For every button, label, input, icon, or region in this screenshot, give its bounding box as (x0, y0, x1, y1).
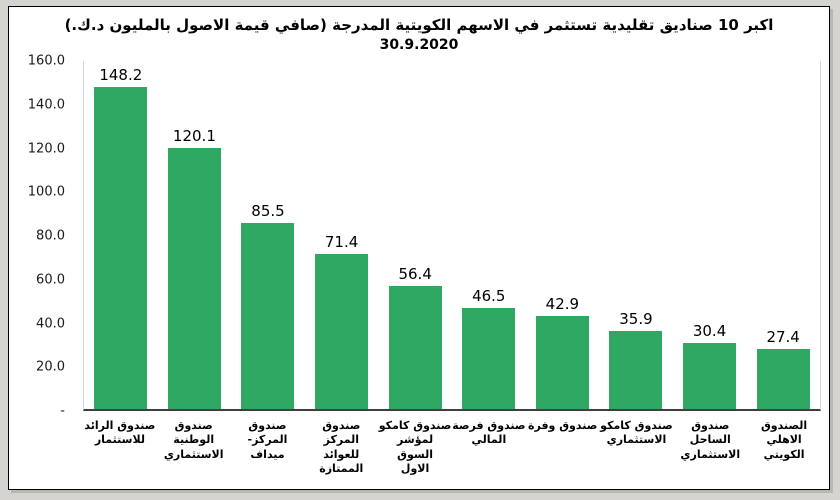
category-label: صندوق الرائد للاستثمار (84, 419, 156, 447)
bar-value-label: 27.4 (766, 328, 800, 347)
bar (167, 147, 221, 409)
bar-value-label: 148.2 (99, 65, 143, 84)
category-label: الصندوق الاهلي الكويتي (760, 419, 808, 461)
category-label: صندوق كامكو الاستثماري (600, 419, 673, 447)
bar (94, 86, 148, 409)
bar (241, 223, 295, 409)
category-label: صندوق فرصة المالي (452, 419, 526, 447)
bar-group: 71.4 (305, 61, 379, 409)
category-label: صندوق الوطنية الاستثماري (163, 419, 224, 461)
category-label: صندوق الساحل الاستثماري (680, 419, 741, 461)
y-tick-label: 20.0 (36, 359, 65, 375)
y-tick-label: 60.0 (36, 272, 65, 288)
category-label: صندوق المركز للعوائد الممتازة (319, 419, 364, 475)
bar-group: 85.5 (231, 61, 305, 409)
y-tick-label: 140.0 (27, 97, 65, 113)
bar-value-label: 85.5 (251, 202, 285, 221)
bar (388, 286, 442, 409)
category-label: صندوق المركز- ميداف (247, 419, 288, 461)
bar (462, 307, 516, 409)
bar-group: 30.4 (673, 61, 747, 409)
bar-value-label: 71.4 (324, 232, 359, 251)
bar (609, 330, 663, 409)
bar-group: 27.4 (746, 61, 820, 409)
chart-frame: اكبر 10 صناديق تقليدية تستثمر في الاسهم … (8, 6, 830, 490)
bar-value-label: 46.5 (472, 286, 506, 305)
chart-title: اكبر 10 صناديق تقليدية تستثمر في الاسهم … (64, 16, 774, 34)
category-label: صندوق وفرة (528, 419, 598, 432)
bar (683, 342, 737, 409)
y-tick-label: 160.0 (27, 53, 65, 69)
bar-group: 42.9 (526, 61, 600, 409)
chart-subtitle: 30.9.2020 (379, 37, 459, 53)
bar-group: 56.4 (378, 61, 452, 409)
bar-group: 35.9 (599, 61, 673, 409)
plot-area: 148.2 120.1 85.5 71.4 56.4 46.5 42.9 35.9 30.4 27… (83, 61, 821, 411)
y-tick-label: 120.0 (27, 141, 65, 156)
y-tick-label: - (60, 403, 65, 419)
x-axis-labels: صندوق الرائد للاستثمار صندوق الوطنية الاس… (83, 415, 821, 481)
y-tick-label: 100.0 (27, 184, 65, 200)
y-axis: 160.0 140.0 120.0 100.0 80.0 60.0 40.0 20.0 - (9, 54, 75, 419)
bar (756, 349, 810, 409)
y-tick-label: 80.0 (36, 228, 65, 244)
y-tick-label: 40.0 (36, 316, 65, 331)
bar-value-label: 56.4 (398, 265, 432, 284)
category-label: صندوق كامكو لمؤشر السوق الاول (378, 419, 452, 475)
bar-group: 46.5 (452, 61, 526, 409)
bar-value-label: 120.1 (172, 126, 216, 145)
bars-row: 148.2 120.1 85.5 71.4 56.4 46.5 42.9 35.9 30.4 27… (84, 61, 820, 409)
bar-value-label: 35.9 (619, 309, 653, 328)
bar-group: 120.1 (158, 61, 232, 409)
bar (315, 253, 369, 409)
bar-value-label: 42.9 (545, 294, 580, 313)
bar (535, 315, 589, 409)
bar-value-label: 30.4 (692, 321, 727, 340)
bar-group: 148.2 (84, 61, 158, 409)
